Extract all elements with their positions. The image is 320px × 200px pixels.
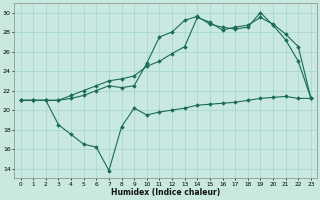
X-axis label: Humidex (Indice chaleur): Humidex (Indice chaleur) [111, 188, 220, 197]
